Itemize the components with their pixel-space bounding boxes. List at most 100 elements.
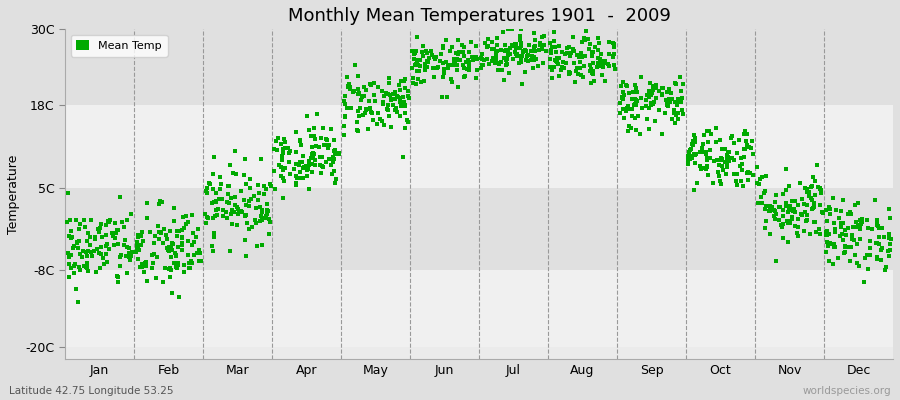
Point <box>123 210 138 217</box>
Point <box>326 158 340 165</box>
Point <box>172 228 186 234</box>
Point <box>673 99 688 106</box>
Point <box>94 265 108 272</box>
Point <box>210 212 224 218</box>
Point <box>813 185 827 191</box>
Point <box>371 84 385 90</box>
Point <box>207 199 221 206</box>
Point <box>720 160 734 166</box>
Point <box>500 52 515 58</box>
Point <box>661 103 675 109</box>
Point <box>639 103 653 110</box>
Point <box>300 173 314 180</box>
Point <box>641 92 655 98</box>
Point <box>457 53 472 59</box>
Point <box>622 106 636 112</box>
Point <box>130 234 145 240</box>
Point <box>584 53 598 60</box>
Point <box>187 252 202 258</box>
Point <box>77 263 92 269</box>
Point <box>136 238 150 244</box>
Point <box>526 65 541 71</box>
Point <box>806 183 820 190</box>
Point <box>628 97 643 103</box>
Point <box>381 90 395 97</box>
Point <box>712 172 726 179</box>
Point <box>140 278 154 284</box>
Point <box>234 188 248 194</box>
Point <box>341 82 356 89</box>
Point <box>123 252 138 259</box>
Point <box>300 112 314 119</box>
Point <box>81 230 95 236</box>
Point <box>660 97 674 104</box>
Point <box>560 44 574 51</box>
Point <box>362 98 376 105</box>
Point <box>853 220 868 226</box>
Point <box>582 45 597 52</box>
Point <box>456 62 471 68</box>
Point <box>778 203 793 210</box>
Point <box>396 94 410 100</box>
Point <box>851 263 866 269</box>
Point <box>211 206 225 212</box>
Point <box>720 164 734 170</box>
Point <box>883 240 897 247</box>
Point <box>234 208 248 215</box>
Point <box>527 42 542 49</box>
Point <box>720 162 734 168</box>
Point <box>327 168 341 174</box>
Point <box>121 270 135 276</box>
Point <box>456 74 471 80</box>
Point <box>724 133 739 139</box>
Point <box>308 136 322 143</box>
Point <box>514 59 528 65</box>
Point <box>875 225 889 231</box>
Point <box>135 261 149 267</box>
Point <box>427 74 441 80</box>
Point <box>177 262 192 269</box>
Point <box>212 195 226 202</box>
Point <box>350 127 365 133</box>
Point <box>447 55 462 62</box>
Point <box>563 53 578 59</box>
Point <box>670 102 684 108</box>
Point <box>622 90 636 96</box>
Point <box>795 212 809 218</box>
Point <box>276 166 291 173</box>
Point <box>262 216 276 222</box>
Point <box>882 206 896 212</box>
Point <box>626 88 641 95</box>
Point <box>503 50 517 57</box>
Point <box>69 240 84 246</box>
Point <box>519 56 534 63</box>
Point <box>167 250 182 256</box>
Point <box>176 214 190 220</box>
Point <box>576 74 590 80</box>
Point <box>758 225 772 231</box>
Point <box>601 61 616 67</box>
Point <box>72 264 86 270</box>
Point <box>222 200 237 206</box>
Point <box>722 158 736 164</box>
Point <box>255 209 269 216</box>
Point <box>241 203 256 209</box>
Point <box>660 88 674 95</box>
Point <box>696 140 710 147</box>
Point <box>506 42 520 49</box>
Point <box>407 49 421 56</box>
Point <box>616 95 630 102</box>
Point <box>501 48 516 54</box>
Point <box>317 142 331 148</box>
Point <box>668 98 682 105</box>
Point <box>513 45 527 51</box>
Point <box>718 159 733 165</box>
Point <box>645 87 660 93</box>
Point <box>253 218 267 224</box>
Point <box>583 80 598 87</box>
Point <box>525 52 539 59</box>
Point <box>287 165 302 172</box>
Point <box>223 195 238 202</box>
Point <box>823 241 837 247</box>
Point <box>302 126 316 133</box>
